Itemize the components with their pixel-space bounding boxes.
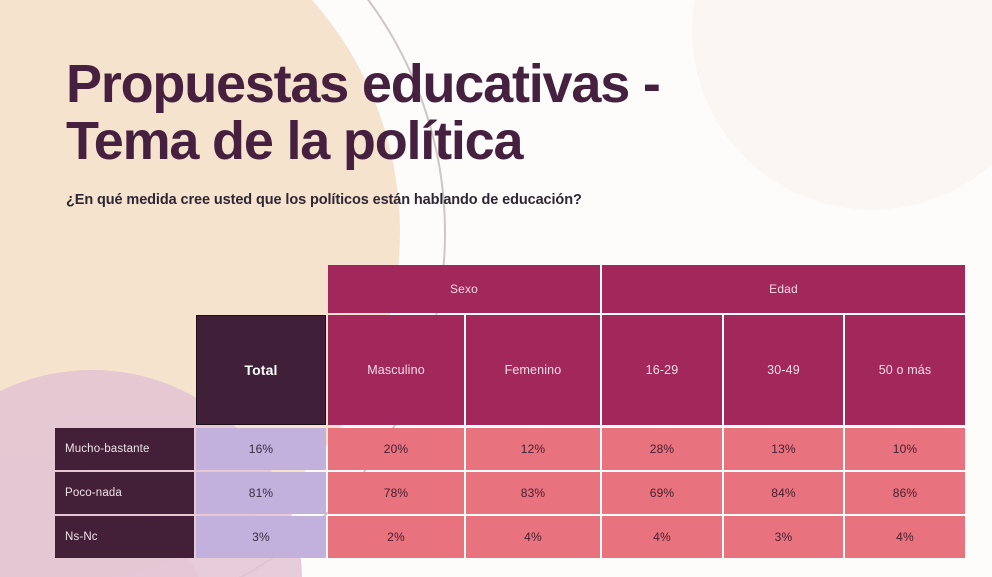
cell-ns-nc-total: 3%	[196, 516, 326, 558]
cell-mucho-bastante-total: 16%	[196, 428, 326, 470]
column-header-30-49: 30-49	[724, 315, 843, 425]
group-header-sexo: Sexo	[328, 265, 600, 313]
cell-mucho-bastante-femenino: 12%	[466, 428, 600, 470]
row-label-poco-nada: Poco-nada	[55, 472, 194, 514]
column-header-16-29: 16-29	[602, 315, 722, 425]
cell-ns-nc-masculino: 2%	[328, 516, 464, 558]
group-header-edad: Edad	[602, 265, 965, 313]
row-label-ns-nc: Ns-Nc	[55, 516, 194, 558]
cell-mucho-bastante-16-29: 28%	[602, 428, 722, 470]
column-header-masculino: Masculino	[328, 315, 464, 425]
column-header-total: Total	[196, 315, 326, 425]
column-header-50-o-mas: 50 o más	[845, 315, 965, 425]
cell-ns-nc-femenino: 4%	[466, 516, 600, 558]
cell-poco-nada-30-49: 84%	[724, 472, 843, 514]
cell-poco-nada-total: 81%	[196, 472, 326, 514]
cell-poco-nada-masculino: 78%	[328, 472, 464, 514]
cell-ns-nc-30-49: 3%	[724, 516, 843, 558]
cell-mucho-bastante-masculino: 20%	[328, 428, 464, 470]
cell-poco-nada-50-o-mas: 86%	[845, 472, 965, 514]
cell-mucho-bastante-50-o-mas: 10%	[845, 428, 965, 470]
cell-poco-nada-16-29: 69%	[602, 472, 722, 514]
cell-ns-nc-16-29: 4%	[602, 516, 722, 558]
column-header-femenino: Femenino	[466, 315, 600, 425]
cell-ns-nc-50-o-mas: 4%	[845, 516, 965, 558]
cell-mucho-bastante-30-49: 13%	[724, 428, 843, 470]
cell-poco-nada-femenino: 83%	[466, 472, 600, 514]
row-label-mucho-bastante: Mucho-bastante	[55, 428, 194, 470]
